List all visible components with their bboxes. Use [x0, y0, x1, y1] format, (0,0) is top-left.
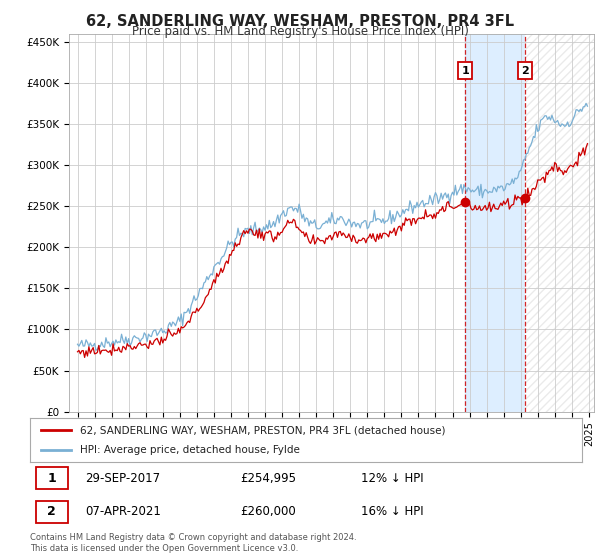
Text: Price paid vs. HM Land Registry's House Price Index (HPI): Price paid vs. HM Land Registry's House …	[131, 25, 469, 38]
Text: 12% ↓ HPI: 12% ↓ HPI	[361, 472, 424, 485]
Text: HPI: Average price, detached house, Fylde: HPI: Average price, detached house, Fyld…	[80, 445, 299, 455]
Text: £254,995: £254,995	[240, 472, 296, 485]
Text: 07-APR-2021: 07-APR-2021	[85, 505, 161, 519]
Text: 1: 1	[461, 66, 469, 76]
Text: 62, SANDERLING WAY, WESHAM, PRESTON, PR4 3FL: 62, SANDERLING WAY, WESHAM, PRESTON, PR4…	[86, 14, 514, 29]
Bar	[526, 25, 598, 412]
Bar	[466, 34, 526, 412]
Text: Contains HM Land Registry data © Crown copyright and database right 2024.
This d: Contains HM Land Registry data © Crown c…	[30, 533, 356, 553]
Text: 2: 2	[47, 505, 56, 519]
Text: 2: 2	[521, 66, 529, 76]
Bar	[526, 34, 598, 412]
FancyBboxPatch shape	[35, 501, 68, 523]
FancyBboxPatch shape	[35, 468, 68, 489]
Text: 29-SEP-2017: 29-SEP-2017	[85, 472, 160, 485]
Text: £260,000: £260,000	[240, 505, 296, 519]
Text: 1: 1	[47, 472, 56, 485]
Text: 16% ↓ HPI: 16% ↓ HPI	[361, 505, 424, 519]
Text: 62, SANDERLING WAY, WESHAM, PRESTON, PR4 3FL (detached house): 62, SANDERLING WAY, WESHAM, PRESTON, PR4…	[80, 425, 445, 435]
